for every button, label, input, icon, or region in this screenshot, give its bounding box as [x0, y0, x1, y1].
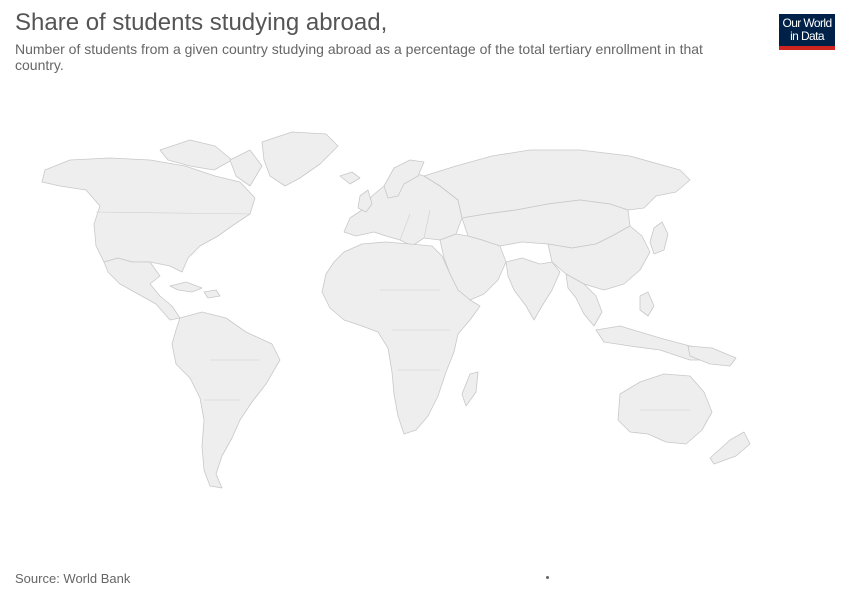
region-africa[interactable] [321, 241, 481, 435]
region-new-zealand[interactable] [709, 431, 751, 465]
region-uk[interactable] [357, 189, 373, 213]
region-cuba[interactable] [169, 281, 203, 293]
region-iceland[interactable] [339, 171, 361, 185]
region-baffin[interactable] [229, 149, 263, 187]
timeline-dot [546, 576, 549, 579]
region-hispaniola[interactable] [203, 289, 221, 299]
region-india[interactable] [505, 257, 561, 321]
region-scandinavia[interactable] [383, 159, 425, 199]
source-note: Source: World Bank [15, 571, 131, 586]
region-japan[interactable] [649, 221, 669, 255]
chart-title: Share of students studying abroad, [15, 9, 388, 36]
region-north-america[interactable] [41, 157, 256, 273]
region-southeast-asia[interactable] [565, 273, 603, 327]
region-central-america[interactable] [103, 257, 181, 321]
region-australia[interactable] [617, 373, 713, 445]
region-philippines[interactable] [639, 291, 655, 317]
world-map[interactable] [0, 120, 850, 500]
region-canadian-arctic[interactable] [159, 139, 233, 171]
region-madagascar[interactable] [461, 371, 479, 407]
region-greenland[interactable] [261, 131, 339, 187]
logo-line-2: in Data [790, 29, 824, 43]
owid-logo[interactable]: Our World in Data [779, 14, 835, 50]
logo-line-1: Our World [782, 16, 832, 30]
border-lines [95, 209, 690, 411]
chart-subtitle: Number of students from a given country … [15, 41, 703, 73]
region-new-guinea[interactable] [687, 345, 737, 367]
